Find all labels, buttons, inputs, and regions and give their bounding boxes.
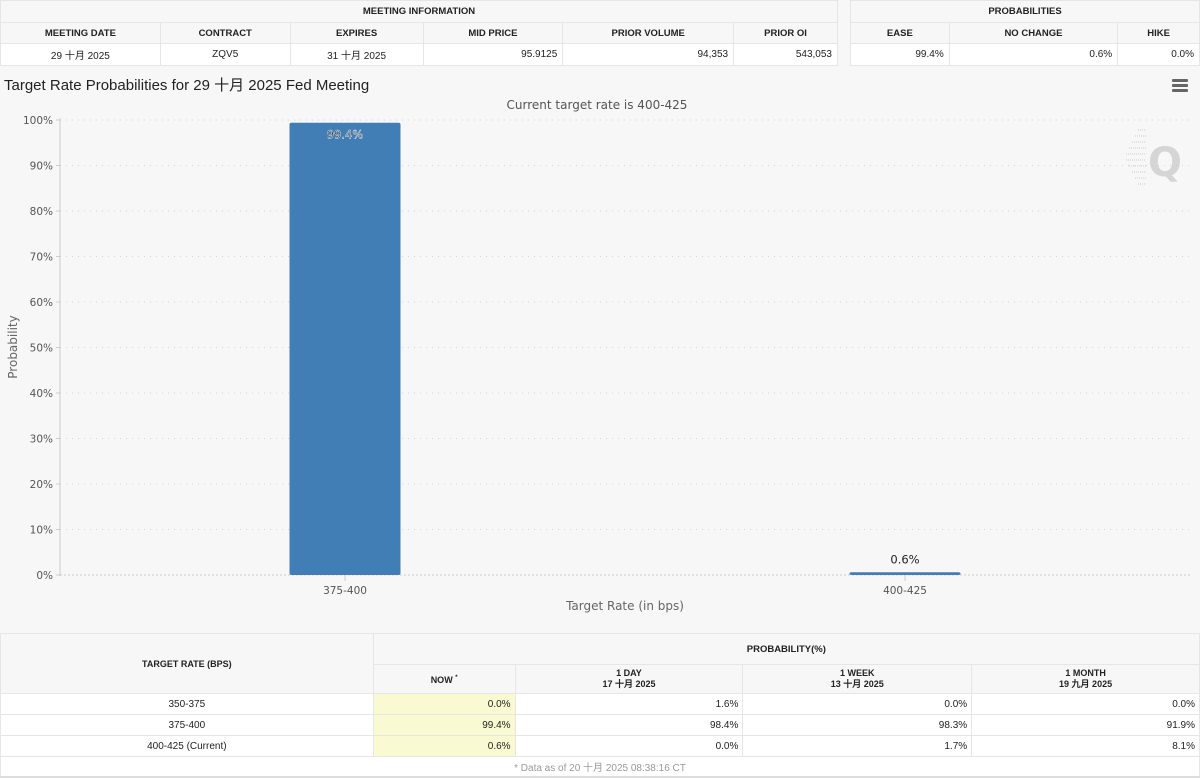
data-label: 99.4% bbox=[327, 128, 364, 142]
rate-cell: 375-400 bbox=[0, 714, 374, 736]
x-tick-label: 375-400 bbox=[323, 585, 367, 597]
watermark-logo: Q bbox=[1126, 129, 1182, 186]
target-rate-probability-table: TARGET RATE (BPS) PROBABILITY(%) NOW * 1… bbox=[0, 633, 1200, 777]
y-tick-label: 70% bbox=[30, 252, 53, 264]
y-axis-title: Probability bbox=[6, 315, 20, 378]
rate-cell: 350-375 bbox=[0, 693, 374, 715]
column-header-ease: EASE bbox=[850, 22, 950, 44]
prior-oi-value: 543,053 bbox=[733, 43, 838, 66]
y-tick-label: 30% bbox=[30, 434, 53, 446]
chart-title: Target Rate Probabilities for 29 十月 2025… bbox=[4, 77, 370, 94]
bar bbox=[849, 572, 961, 575]
now-value: 0.0% bbox=[372, 693, 516, 715]
column-header-meeting-date: MEETING DATE bbox=[0, 22, 161, 44]
bar bbox=[289, 122, 401, 576]
meeting-date-value: 29 十月 2025 bbox=[0, 43, 161, 66]
1-month-value: 91.9% bbox=[971, 714, 1200, 736]
y-tick-label: 80% bbox=[30, 206, 53, 218]
meeting-information-table: MEETING INFORMATION MEETING DATE CONTRAC… bbox=[0, 0, 838, 66]
column-header-1-month: 1 MONTH 19 九月 2025 bbox=[971, 664, 1200, 694]
mid-price-value: 95.9125 bbox=[422, 43, 564, 66]
y-tick-label: 50% bbox=[30, 343, 53, 355]
watermark-q: Q bbox=[1148, 140, 1182, 186]
column-header-contract: CONTRACT bbox=[159, 22, 291, 44]
x-axis-title: Target Rate (in bps) bbox=[565, 599, 684, 613]
column-header-1-day: 1 DAY 17 十月 2025 bbox=[514, 664, 744, 694]
rate-cell: 400-425 (Current) bbox=[0, 735, 374, 757]
probabilities-table: PROBABILITIES EASE NO CHANGE HIKE 99.4% … bbox=[850, 0, 1200, 66]
x-axis-ticks: 375-400 400-425 bbox=[323, 575, 927, 597]
y-tick-label: 90% bbox=[30, 161, 53, 173]
data-label: 0.6% bbox=[890, 552, 919, 566]
ease-value: 99.4% bbox=[850, 43, 950, 66]
1-day-value: 98.4% bbox=[514, 714, 744, 736]
meeting-information-header: MEETING INFORMATION bbox=[0, 0, 838, 23]
column-header-prior-oi: PRIOR OI bbox=[733, 22, 838, 44]
probability-group-header: PROBABILITY(%) bbox=[372, 633, 1200, 665]
no-change-value: 0.6% bbox=[948, 43, 1119, 66]
table-row: 375-400 99.4% 98.4% 98.3% 91.9% bbox=[0, 714, 1200, 736]
y-axis-ticks: 0% 10% 20% 30% 40% 50% 60% 70% 80% 90% 100% bbox=[23, 115, 60, 582]
chart-subtitle: Current target rate is 400-425 bbox=[507, 98, 688, 112]
table-row: 350-375 0.0% 1.6% 0.0% 0.0% bbox=[0, 693, 1200, 715]
y-tick-label: 20% bbox=[30, 479, 53, 491]
y-tick-label: 0% bbox=[36, 570, 53, 582]
column-header-1-week: 1 WEEK 13 十月 2025 bbox=[742, 664, 973, 694]
chart-area: Current target rate is 400-425 0% 10% 20% 3… bbox=[6, 98, 1190, 613]
hamburger-menu-icon[interactable] bbox=[1172, 79, 1188, 92]
1-week-value: 1.7% bbox=[742, 735, 973, 757]
1-day-value: 0.0% bbox=[514, 735, 744, 757]
y-tick-label: 60% bbox=[30, 297, 53, 309]
x-tick-label: 400-425 bbox=[883, 585, 927, 597]
prior-volume-value: 94,353 bbox=[562, 43, 735, 66]
y-tick-label: 100% bbox=[23, 115, 53, 127]
expires-value: 31 十月 2025 bbox=[289, 43, 424, 66]
column-header-no-change: NO CHANGE bbox=[948, 22, 1119, 44]
bars: 99.4% 0.6% bbox=[289, 122, 961, 576]
y-tick-label: 10% bbox=[30, 525, 53, 537]
column-header-now: NOW * bbox=[372, 664, 516, 694]
now-value: 99.4% bbox=[372, 714, 516, 736]
column-header-mid-price: MID PRICE bbox=[422, 22, 564, 44]
column-header-prior-volume: PRIOR VOLUME bbox=[562, 22, 735, 44]
now-value: 0.6% bbox=[372, 735, 516, 757]
1-day-value: 1.6% bbox=[514, 693, 744, 715]
column-header-hike: HIKE bbox=[1117, 22, 1200, 44]
1-week-value: 0.0% bbox=[742, 693, 973, 715]
y-tick-label: 40% bbox=[30, 388, 53, 400]
table-row: 400-425 (Current) 0.6% 0.0% 1.7% 8.1% bbox=[0, 735, 1200, 757]
1-month-value: 0.0% bbox=[971, 693, 1200, 715]
1-week-value: 98.3% bbox=[742, 714, 973, 736]
data-timestamp-footer: * Data as of 20 十月 2025 08:38:16 CT bbox=[0, 756, 1200, 777]
column-header-target-rate: TARGET RATE (BPS) bbox=[0, 633, 374, 694]
1-month-value: 8.1% bbox=[971, 735, 1200, 757]
hike-value: 0.0% bbox=[1117, 43, 1200, 66]
column-header-expires: EXPIRES bbox=[289, 22, 424, 44]
bottom-border bbox=[0, 776, 1200, 778]
contract-value: ZQV5 bbox=[159, 43, 291, 66]
gridlines bbox=[60, 119, 1190, 576]
probabilities-header: PROBABILITIES bbox=[850, 0, 1200, 23]
